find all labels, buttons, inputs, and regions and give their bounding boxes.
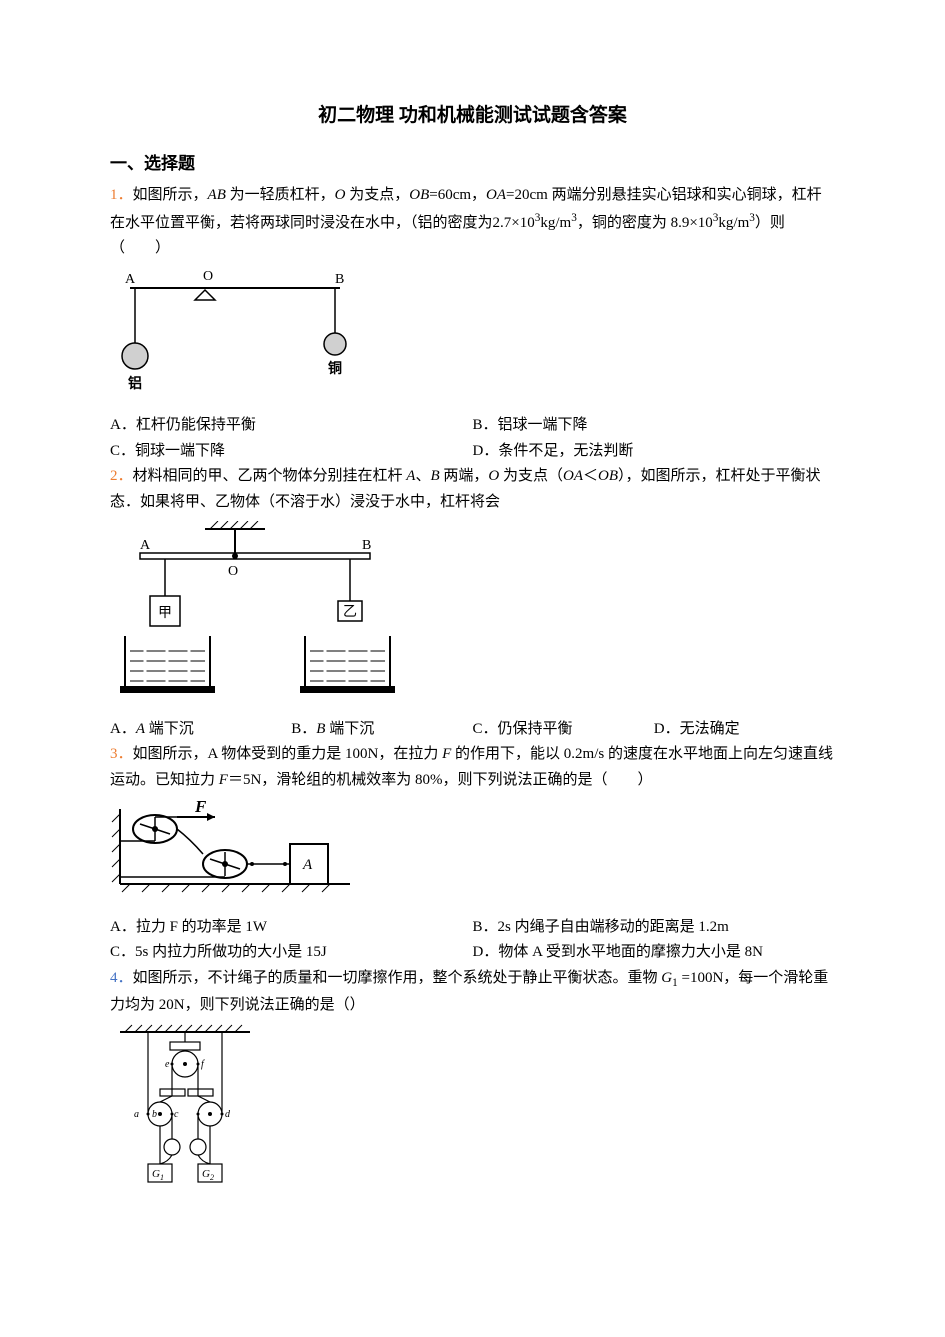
q1-label-cu: 铜 xyxy=(328,360,342,377)
q3-opt-d: D．物体 A 受到水平地面的摩擦力大小是 8N xyxy=(473,940,836,966)
q2-opt-c: C．仍保持平衡 xyxy=(473,717,654,743)
q2-label-b: B xyxy=(362,538,371,553)
q2-figure: A B O 甲 乙 xyxy=(110,521,835,711)
q4-figure: e f a b c d G1 G2 xyxy=(110,1024,835,1204)
q2-label-a: A xyxy=(140,538,151,553)
q4-g2: G2 xyxy=(202,1168,214,1182)
q2-options: A．A 端下沉 B．B 端下沉 C．仍保持平衡 D．无法确定 xyxy=(110,717,835,743)
q1-num: 1． xyxy=(110,187,133,203)
q4-lb: b xyxy=(152,1109,157,1120)
section-heading: 一、选择题 xyxy=(110,150,835,179)
q3-text: 3．如图所示，A 物体受到的重力是 100N，在拉力 F 的作用下，能以 0.2… xyxy=(110,742,835,793)
q1-options: A．杠杆仍能保持平衡 B．铝球一端下降 C．铜球一端下降 D．条件不足，无法判断 xyxy=(110,413,835,464)
q2-text: 2．材料相同的甲、乙两个物体分别挂在杠杆 A、B 两端，O 为支点（OA＜OB）… xyxy=(110,464,835,515)
q1-figure: A O B 铝 铜 xyxy=(110,268,835,408)
q3-label-a: A xyxy=(302,857,313,873)
q2-num: 2． xyxy=(110,468,133,484)
q3-label-f: F xyxy=(194,799,207,816)
q2-opt-d: D．无法确定 xyxy=(654,717,835,743)
q3-opt-c: C．5s 内拉力所做功的大小是 15J xyxy=(110,940,473,966)
q1-opt-d: D．条件不足，无法判断 xyxy=(473,439,836,465)
q2-opt-a: A．A 端下沉 xyxy=(110,717,291,743)
q1-text: 1．如图所示，AB 为一轻质杠杆，O 为支点，OB=60cm，OA=20cm 两… xyxy=(110,183,835,262)
q1-opt-b: B．铝球一端下降 xyxy=(473,413,836,439)
q2-opt-b: B．B 端下沉 xyxy=(291,717,472,743)
q2-label-o: O xyxy=(228,564,238,579)
q3-opt-a: A．拉力 F 的功率是 1W xyxy=(110,915,473,941)
q4-lf: f xyxy=(201,1059,205,1070)
q4-lc: c xyxy=(174,1109,179,1120)
q1-label-b: B xyxy=(335,272,344,287)
q4-la: a xyxy=(134,1109,139,1120)
q2-label-jia: 甲 xyxy=(158,606,172,621)
q3-options: A．拉力 F 的功率是 1W B．2s 内绳子自由端移动的距离是 1.2m C．… xyxy=(110,915,835,966)
q3-figure: A F xyxy=(110,799,835,909)
q1-opt-a: A．杠杆仍能保持平衡 xyxy=(110,413,473,439)
q4-text: 4．如图所示，不计绳子的质量和一切摩擦作用，整个系统处于静止平衡状态。重物 G1… xyxy=(110,966,835,1019)
q1-opt-c: C．铜球一端下降 xyxy=(110,439,473,465)
q4-ld: d xyxy=(225,1109,231,1120)
q3-num: 3． xyxy=(110,746,133,762)
q1-label-al: 铝 xyxy=(128,375,142,392)
page-title: 初二物理 功和机械能测试试题含答案 xyxy=(110,100,835,132)
q1-label-a: A xyxy=(125,272,136,287)
q3-opt-b: B．2s 内绳子自由端移动的距离是 1.2m xyxy=(473,915,836,941)
q4-le: e xyxy=(165,1059,170,1070)
q1-label-o: O xyxy=(203,269,213,284)
q4-g1: G1 xyxy=(152,1168,164,1182)
q2-label-yi: 乙 xyxy=(343,604,357,620)
q4-num: 4． xyxy=(110,970,133,986)
